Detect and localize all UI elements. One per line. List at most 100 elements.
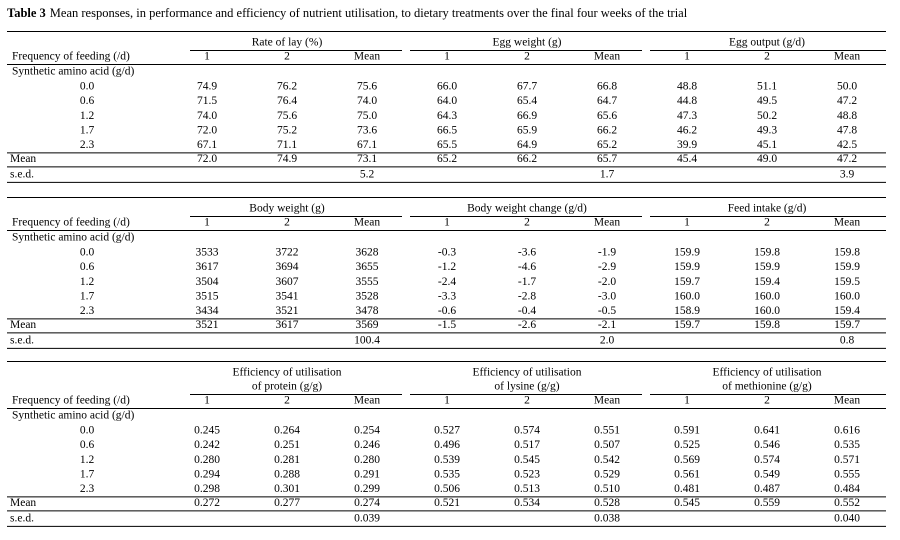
cell: 67.7 bbox=[517, 81, 537, 93]
cell: 3434 bbox=[196, 305, 219, 317]
cell: 3722 bbox=[276, 247, 299, 259]
cell: 0.569 bbox=[674, 454, 700, 466]
cell: 3533 bbox=[196, 247, 219, 259]
cell: 0.574 bbox=[514, 425, 540, 437]
cell: 3541 bbox=[276, 290, 299, 302]
cell: 64.0 bbox=[437, 95, 457, 107]
column-header: 2 bbox=[524, 395, 530, 407]
cell: 160.0 bbox=[834, 290, 860, 302]
row-label: 1.7 bbox=[80, 468, 95, 480]
cell: 66.0 bbox=[437, 81, 457, 93]
row-label: 0.6 bbox=[80, 261, 95, 273]
column-header: Mean bbox=[834, 51, 860, 63]
mean-cell: 0.545 bbox=[674, 497, 700, 509]
cell: -2.9 bbox=[598, 261, 616, 273]
column-header: 1 bbox=[204, 395, 210, 407]
cell: 159.4 bbox=[834, 305, 860, 317]
cell: 0.291 bbox=[354, 468, 380, 480]
cell: 65.5 bbox=[437, 139, 457, 151]
cell: 0.281 bbox=[274, 454, 300, 466]
cell: 160.0 bbox=[674, 290, 700, 302]
group-header: Feed intake (g/d) bbox=[728, 203, 807, 215]
cell: 66.5 bbox=[437, 124, 457, 136]
cell: 0.525 bbox=[674, 439, 700, 451]
mean-cell: 159.7 bbox=[834, 319, 860, 331]
cell: 160.0 bbox=[754, 305, 780, 317]
sed-label: s.e.d. bbox=[10, 513, 34, 525]
table-number: Table 3 bbox=[7, 6, 46, 20]
cell: -3.3 bbox=[438, 290, 456, 302]
cell: 45.1 bbox=[757, 139, 777, 151]
cell: 0.527 bbox=[434, 425, 460, 437]
mean-cell: 0.521 bbox=[434, 497, 460, 509]
cell: 0.523 bbox=[514, 468, 540, 480]
mean-cell: 74.9 bbox=[277, 153, 297, 165]
cell: 159.8 bbox=[834, 247, 860, 259]
cell: 73.6 bbox=[357, 124, 377, 136]
mean-cell: 159.8 bbox=[754, 319, 780, 331]
group-header: of lysine (g/g) bbox=[494, 381, 559, 393]
cell: 0.242 bbox=[194, 439, 220, 451]
row-label: 1.2 bbox=[80, 454, 95, 466]
group-header: Egg weight (g) bbox=[493, 37, 562, 49]
cell: 0.299 bbox=[354, 483, 380, 495]
cell: 64.7 bbox=[597, 95, 617, 107]
column-header: Mean bbox=[594, 395, 620, 407]
cell: 75.6 bbox=[357, 81, 377, 93]
mean-cell: 0.552 bbox=[834, 497, 860, 509]
column-header: Mean bbox=[834, 395, 860, 407]
column-header: 2 bbox=[524, 51, 530, 63]
mean-cell: -2.1 bbox=[598, 319, 616, 331]
cell: 48.8 bbox=[837, 110, 857, 122]
cell: 0.551 bbox=[594, 425, 620, 437]
cell: 67.1 bbox=[197, 139, 217, 151]
cell: 3617 bbox=[196, 261, 219, 273]
mean-cell: 0.272 bbox=[194, 497, 220, 509]
column-header: 2 bbox=[284, 51, 290, 63]
cell: -2.8 bbox=[518, 290, 536, 302]
sed-cell: 100.4 bbox=[354, 335, 380, 347]
cell: 0.484 bbox=[834, 483, 860, 495]
cell: 0.546 bbox=[754, 439, 780, 451]
column-header: 2 bbox=[764, 217, 770, 229]
cell: 159.9 bbox=[674, 247, 700, 259]
cell: 0.487 bbox=[754, 483, 780, 495]
row-label: 0.6 bbox=[80, 439, 95, 451]
cell: 47.8 bbox=[837, 124, 857, 136]
column-header: 1 bbox=[444, 217, 450, 229]
cell: 67.1 bbox=[357, 139, 377, 151]
group-header: Rate of lay (%) bbox=[252, 37, 323, 49]
cell: 159.7 bbox=[674, 276, 700, 288]
mean-cell: 49.0 bbox=[757, 153, 777, 165]
mean-cell: 0.277 bbox=[274, 497, 300, 509]
cell: 3478 bbox=[356, 305, 379, 317]
cell: 3515 bbox=[196, 290, 219, 302]
cell: 66.8 bbox=[597, 81, 617, 93]
cell: -1.7 bbox=[518, 276, 536, 288]
cell: 66.9 bbox=[517, 110, 537, 122]
table-title: Mean responses, in performance and effic… bbox=[50, 6, 688, 20]
cell: 47.2 bbox=[837, 95, 857, 107]
cell: 0.574 bbox=[754, 454, 780, 466]
mean-cell: -1.5 bbox=[438, 319, 456, 331]
cell: 0.542 bbox=[594, 454, 620, 466]
cell: 3694 bbox=[276, 261, 299, 273]
sed-cell: 0.8 bbox=[840, 335, 855, 347]
cell: 159.8 bbox=[754, 247, 780, 259]
mean-label: Mean bbox=[10, 497, 36, 509]
cell: 0.555 bbox=[834, 468, 860, 480]
cell: 158.9 bbox=[674, 305, 700, 317]
cell: -0.5 bbox=[598, 305, 616, 317]
cell: -3.0 bbox=[598, 290, 616, 302]
cell: 0.254 bbox=[354, 425, 380, 437]
cell: 71.5 bbox=[197, 95, 217, 107]
mean-cell: 3569 bbox=[356, 319, 379, 331]
row-label: 1.2 bbox=[80, 276, 95, 288]
column-header: 1 bbox=[444, 51, 450, 63]
cell: 0.549 bbox=[754, 468, 780, 480]
cell: 49.5 bbox=[757, 95, 777, 107]
mean-cell: 159.7 bbox=[674, 319, 700, 331]
row-label: 2.3 bbox=[80, 139, 95, 151]
cell: 0.535 bbox=[434, 468, 460, 480]
